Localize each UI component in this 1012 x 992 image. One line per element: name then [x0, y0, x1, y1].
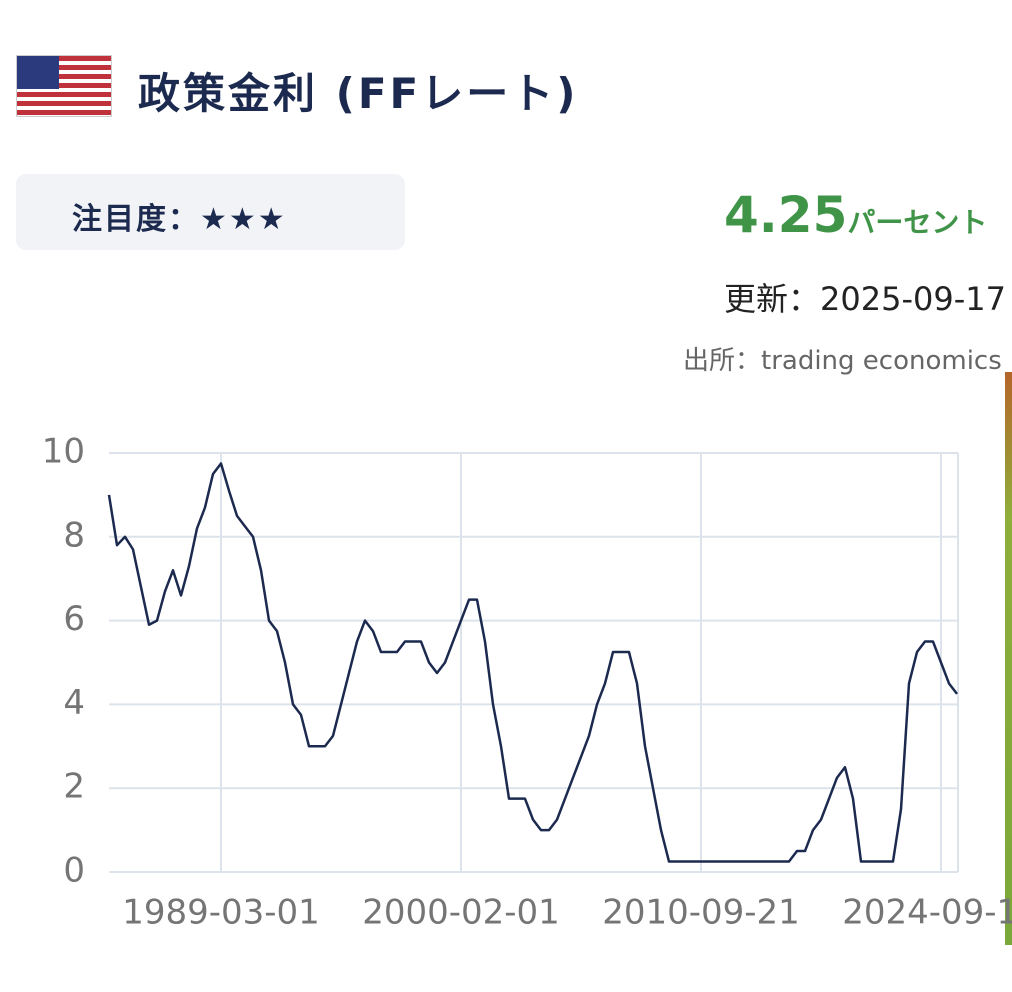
page-title: 政策金利 (FFレート)	[138, 69, 579, 118]
badge-text: 注目度：★★★	[72, 202, 287, 237]
us-flag	[16, 55, 112, 117]
value-number: 4.25	[724, 186, 848, 244]
y-tick-label: 0	[63, 851, 85, 891]
chart: 0 2 4 6 8 10 1989-03-01 2000-02-01 2010-09-21 202…	[42, 372, 1012, 945]
y-tick-label: 10	[42, 432, 85, 472]
y-tick-label: 8	[63, 515, 85, 555]
updated-date: 更新：2025-09-17	[724, 280, 1006, 318]
y-tick-label: 2	[63, 767, 85, 807]
x-tick-label: 1989-03-01	[122, 893, 320, 933]
side-strip	[1005, 372, 1012, 945]
value-unit: パーセント	[847, 206, 988, 239]
rate-value: 4.25パーセント	[724, 186, 987, 244]
x-tick-label: 2010-09-21	[602, 893, 800, 933]
x-tick-label: 2024-09-18	[842, 893, 1012, 933]
attention-badge: 注目度：★★★	[16, 174, 405, 250]
rate-line	[107, 462, 958, 863]
x-tick-label: 2000-02-01	[362, 893, 560, 933]
y-tick-label: 4	[63, 683, 85, 723]
source: 出所：trading economics	[683, 346, 1002, 376]
y-tick-label: 6	[63, 599, 85, 639]
